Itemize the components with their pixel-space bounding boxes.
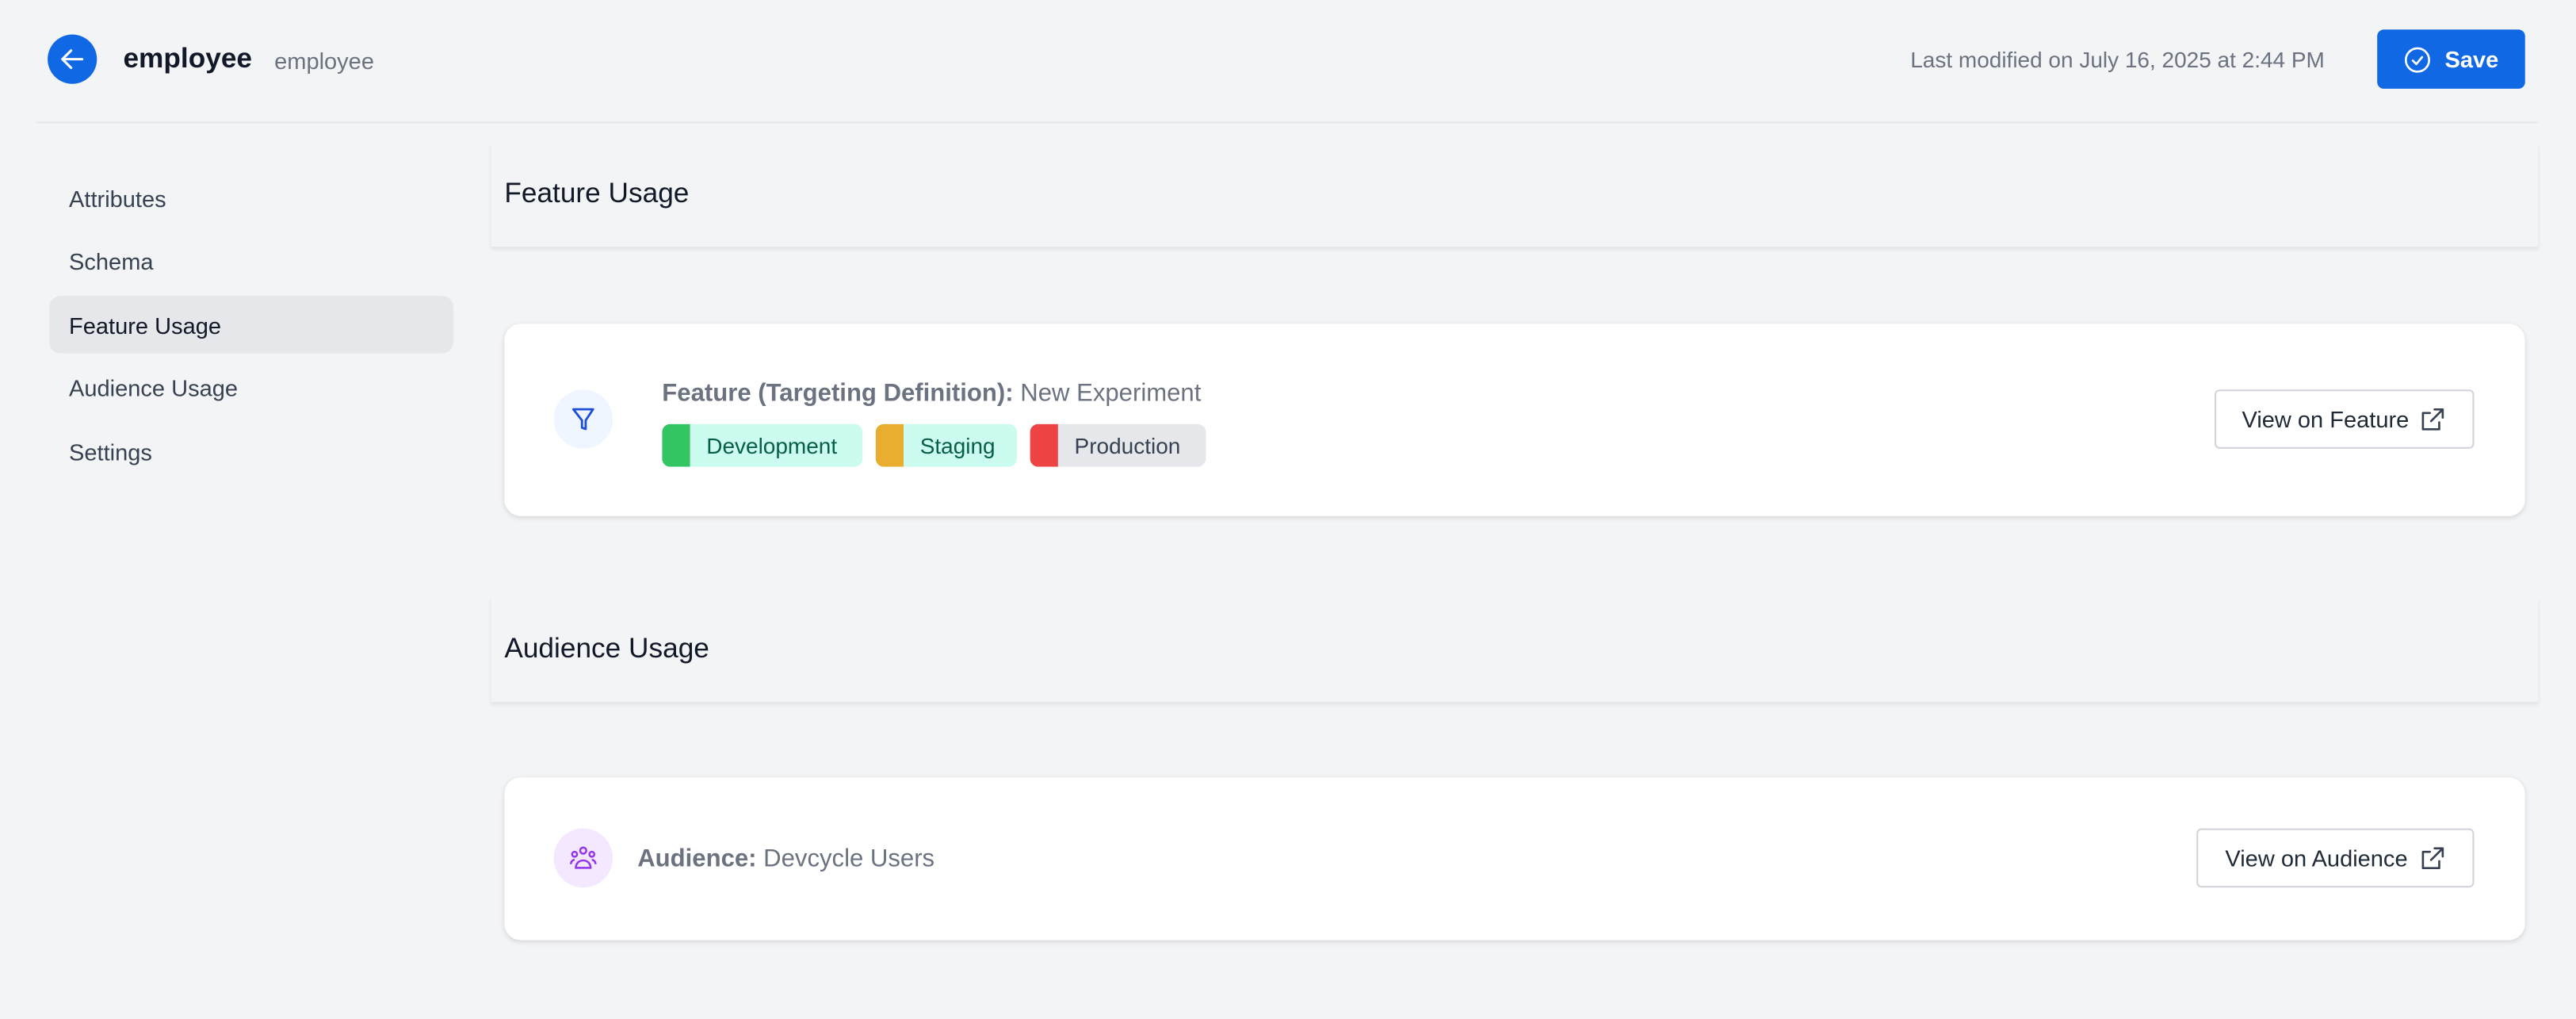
feature-usage-heading: Feature Usage — [504, 177, 690, 209]
feature-title-label: Feature (Targeting Definition): — [662, 379, 1014, 408]
sidebar-item-settings[interactable]: Settings — [69, 438, 152, 465]
feature-card: Feature (Targeting Definition): New Expe… — [504, 324, 2525, 516]
env-badge-production: Production — [1030, 423, 1206, 467]
feature-title-value: New Experiment — [1020, 379, 1202, 408]
external-link-icon — [2421, 846, 2444, 869]
audience-icon-badge — [553, 828, 613, 888]
save-button[interactable]: Save — [2377, 29, 2525, 89]
env-color-production — [1030, 423, 1058, 467]
view-on-feature-label: View on Feature — [2242, 405, 2410, 433]
view-on-audience-button[interactable]: View on Audience — [2196, 828, 2475, 888]
audience-title-value: Devcycle Users — [763, 845, 935, 873]
save-label: Save — [2444, 46, 2499, 73]
env-label-development: Development — [706, 433, 838, 458]
last-modified-text: Last modified on July 16, 2025 at 2:44 P… — [1910, 48, 2325, 73]
view-on-audience-label: View on Audience — [2225, 845, 2408, 872]
env-color-development — [662, 423, 690, 467]
audience-usage-heading: Audience Usage — [504, 632, 709, 665]
sidebar-item-feature-usage[interactable]: Feature Usage — [49, 296, 454, 354]
sidebar-item-schema[interactable]: Schema — [69, 247, 154, 274]
env-label-production: Production — [1074, 433, 1181, 458]
arrow-left-icon — [61, 49, 84, 70]
audience-title-label: Audience: — [637, 845, 757, 873]
sidebar-item-attributes[interactable]: Attributes — [69, 185, 166, 212]
env-color-staging — [875, 423, 904, 467]
audience-usage-header: Audience Usage — [491, 598, 2539, 704]
external-link-icon — [2422, 408, 2444, 430]
env-label-staging: Staging — [919, 433, 996, 458]
feature-icon-badge — [553, 389, 613, 449]
sidebar-item-audience-usage[interactable]: Audience Usage — [69, 374, 239, 400]
back-button[interactable] — [48, 34, 97, 84]
check-circle-icon — [2405, 46, 2431, 72]
audience-title: Audience: Devcycle Users — [637, 845, 934, 872]
feature-title: Feature (Targeting Definition): New Expe… — [662, 380, 1201, 408]
view-on-feature-button[interactable]: View on Feature — [2214, 389, 2475, 449]
feature-usage-header: Feature Usage — [491, 143, 2539, 248]
audience-card: Audience: Devcycle Users View on Audienc… — [504, 777, 2525, 940]
funnel-icon — [571, 408, 594, 431]
header-divider — [36, 121, 2539, 124]
page-subtitle: employee — [274, 48, 374, 75]
users-group-icon — [570, 846, 597, 869]
page-title: employee — [123, 42, 253, 75]
env-badge-development: Development — [662, 423, 863, 467]
env-badge-staging: Staging — [875, 423, 1018, 467]
